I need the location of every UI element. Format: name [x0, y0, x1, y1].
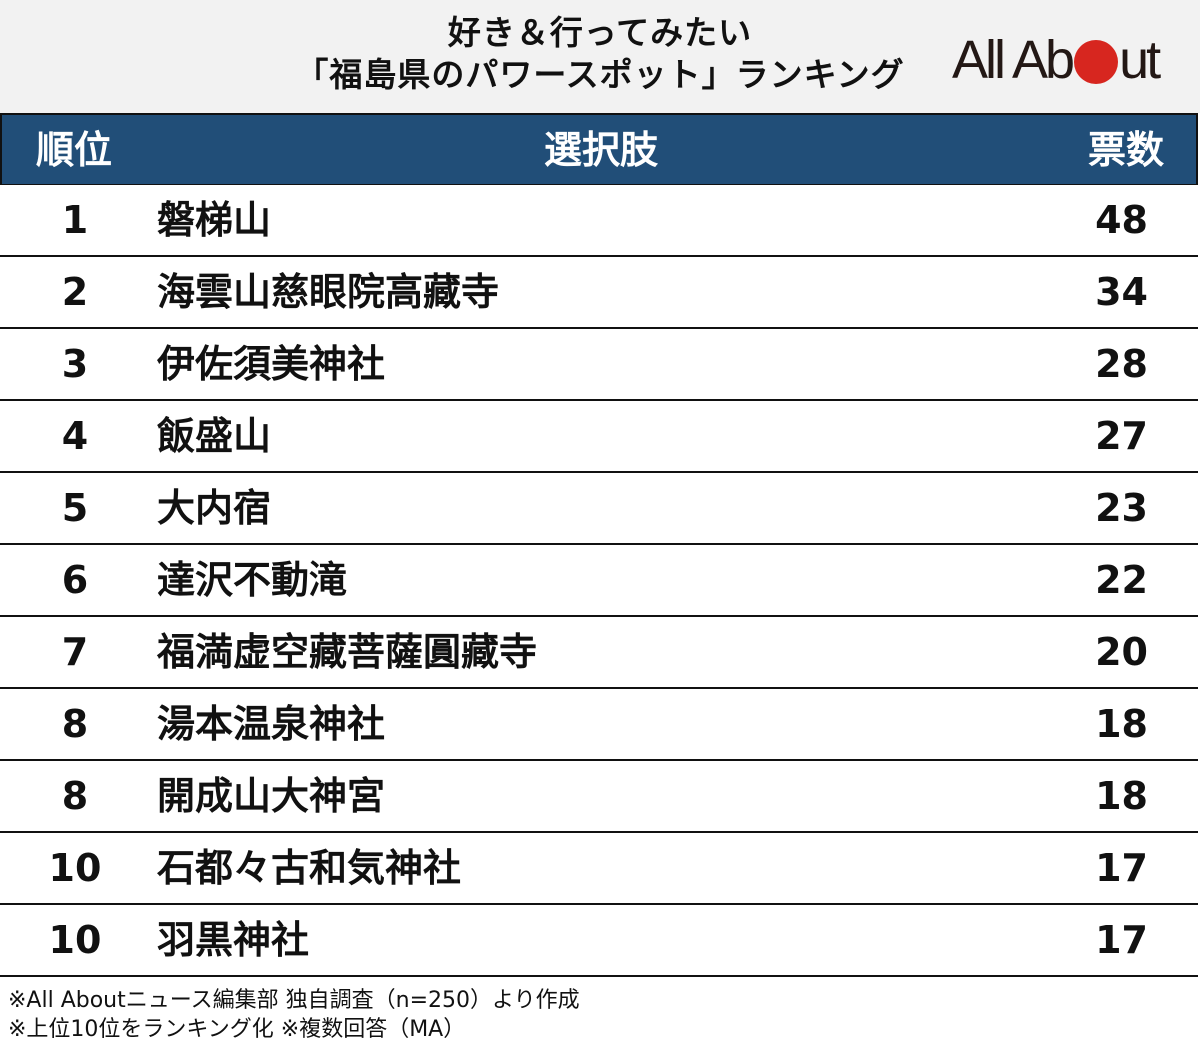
table-row: 4 飯盛山 27: [0, 401, 1198, 473]
votes-cell: 28: [1095, 342, 1148, 386]
rank-cell: 10: [48, 846, 102, 890]
title-line-2: 「福島県のパワースポット」ランキング: [295, 55, 905, 94]
rank-cell: 3: [61, 342, 89, 386]
footnotes: ※All Aboutニュース編集部 独自調査（n=250）より作成 ※上位10位…: [8, 986, 580, 1044]
page-title: 好き＆行ってみたい 「福島県のパワースポット」ランキング: [250, 12, 950, 96]
choice-cell: 石都々古和気神社: [157, 846, 462, 890]
votes-cell: 34: [1095, 270, 1148, 314]
table-row: 10 羽黒神社 17: [0, 905, 1198, 977]
column-header-votes: 票数: [1087, 128, 1164, 172]
footnote-source: ※All Aboutニュース編集部 独自調査（n=250）より作成: [8, 988, 580, 1013]
logo-text-start: All Ab: [952, 30, 1075, 90]
table-row: 2 海雲山慈眼院高藏寺 34: [0, 257, 1198, 329]
votes-cell: 27: [1095, 414, 1148, 458]
table-header: 選択肢 順位 票数: [0, 113, 1198, 185]
votes-cell: 17: [1095, 846, 1148, 890]
rank-cell: 4: [61, 414, 89, 458]
table-body: 1 磐梯山 48 2 海雲山慈眼院高藏寺 34 3 伊佐須美神社 28 4 飯盛山 27 5 大内宿 23 6…: [0, 185, 1198, 977]
choice-cell: 大内宿: [157, 486, 272, 530]
rank-cell: 8: [61, 702, 89, 746]
votes-cell: 20: [1095, 630, 1148, 674]
choice-cell: 福満虚空藏菩薩圓藏寺: [157, 630, 538, 674]
votes-cell: 18: [1095, 774, 1148, 818]
footnote-method: ※上位10位をランキング化 ※複数回答（MA）: [8, 1017, 466, 1042]
choice-cell: 開成山大神宮: [157, 774, 386, 818]
all-about-logo: All Ab ut: [952, 30, 1161, 90]
choice-cell: 飯盛山: [157, 414, 272, 458]
table-row: 10 石都々古和気神社 17: [0, 833, 1198, 905]
table-row: 8 開成山大神宮 18: [0, 761, 1198, 833]
table-row: 8 湯本温泉神社 18: [0, 689, 1198, 761]
choice-cell: 磐梯山: [157, 198, 272, 242]
rank-cell: 10: [48, 918, 102, 962]
choice-cell: 達沢不動滝: [157, 558, 348, 602]
column-header-rank: 順位: [36, 128, 113, 172]
rank-cell: 6: [61, 558, 89, 602]
title-line-1: 好き＆行ってみたい: [447, 13, 753, 52]
logo-text-end: ut: [1119, 30, 1161, 90]
rank-cell: 8: [61, 774, 89, 818]
table-row: 1 磐梯山 48: [0, 185, 1198, 257]
choice-cell: 海雲山慈眼院高藏寺: [157, 270, 500, 314]
rank-cell: 5: [61, 486, 89, 530]
title-bar: 好き＆行ってみたい 「福島県のパワースポット」ランキング All Ab ut: [0, 0, 1200, 113]
column-header-choice: 選択肢: [543, 128, 658, 172]
choice-cell: 羽黒神社: [157, 918, 310, 962]
rank-cell: 2: [61, 270, 89, 314]
rank-cell: 7: [61, 630, 89, 674]
votes-cell: 48: [1095, 198, 1148, 242]
votes-cell: 22: [1095, 558, 1148, 602]
votes-cell: 18: [1095, 702, 1148, 746]
ranking-table: 選択肢 順位 票数 1 磐梯山 48 2 海雲山慈眼院高藏寺 34 3 伊佐須美神社 28 4 飯盛…: [0, 113, 1198, 977]
votes-cell: 23: [1095, 486, 1148, 530]
choice-cell: 伊佐須美神社: [157, 342, 386, 386]
logo-red-dot-icon: [1074, 40, 1119, 84]
table-row: 7 福満虚空藏菩薩圓藏寺 20: [0, 617, 1198, 689]
choice-cell: 湯本温泉神社: [157, 702, 386, 746]
table-row: 6 達沢不動滝 22: [0, 545, 1198, 617]
table-row: 5 大内宿 23: [0, 473, 1198, 545]
rank-cell: 1: [61, 198, 89, 242]
table-row: 3 伊佐須美神社 28: [0, 329, 1198, 401]
votes-cell: 17: [1095, 918, 1148, 962]
